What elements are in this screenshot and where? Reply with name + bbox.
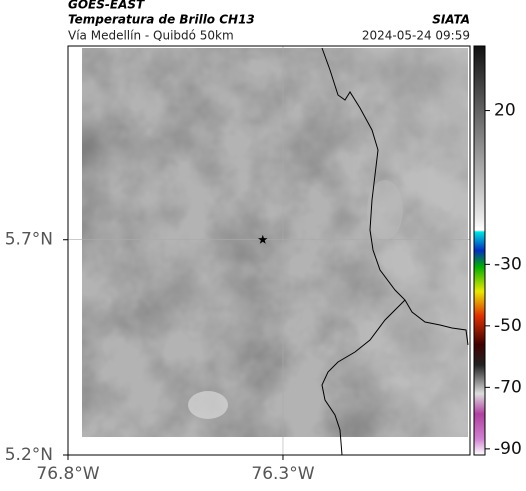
border-line <box>321 299 406 456</box>
cloud-brightening <box>82 48 468 437</box>
source-title: GOES-EAST <box>68 0 145 12</box>
lat-tick-label: 5.2°N <box>5 445 53 465</box>
colorbar <box>473 45 486 456</box>
colorbar-tick-label: -90 <box>494 439 522 459</box>
border-line <box>321 47 469 346</box>
map-frame <box>67 45 471 456</box>
colorbar-tick-label: -50 <box>494 316 522 336</box>
org-label: SIATA <box>432 13 470 27</box>
location-marker <box>258 234 268 244</box>
colorbar-tick-label: 20 <box>494 101 516 121</box>
colorbar-tick-label: -30 <box>494 254 522 274</box>
lon-tick-label: 76.8°W <box>36 464 99 484</box>
region-label: Vía Medellín - Quibdó 50km <box>68 29 234 43</box>
colorbar-tick-label: -70 <box>494 377 522 397</box>
timestamp: 2024-05-24 09:59 <box>362 29 470 43</box>
lat-tick-label: 5.7°N <box>5 230 53 250</box>
lon-tick-label: 76.3°W <box>251 464 314 484</box>
bright-cloud <box>367 180 403 240</box>
bright-cloud <box>188 391 228 419</box>
product-title: Temperatura de Brillo CH13 <box>68 13 255 27</box>
